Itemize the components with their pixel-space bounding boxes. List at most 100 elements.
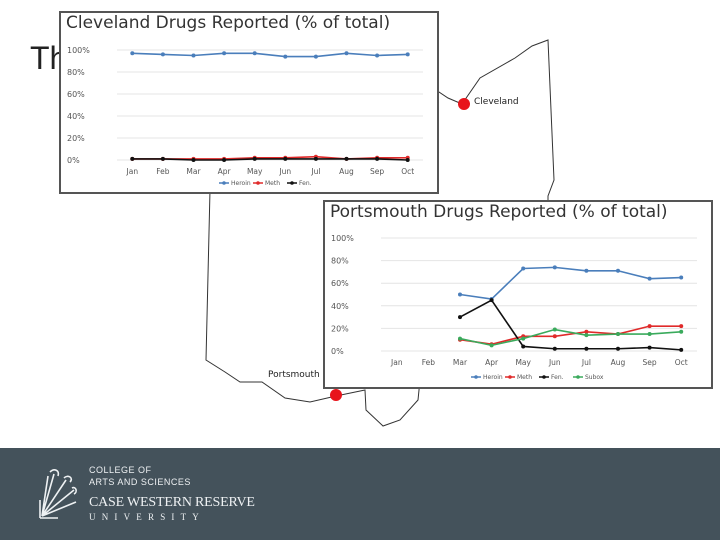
portsmouth-series-meth-point [647,324,652,329]
state-border [205,39,555,427]
cleveland-legend-label-meth: Meth [265,180,280,187]
cleveland-y-tick-label: 0% [67,156,80,165]
portsmouth-y-tick-label: 40% [331,302,349,311]
cleveland-series-fen-point [405,158,410,162]
portsmouth-series-subox-point [489,343,494,348]
portsmouth-series-subox-point [458,336,462,341]
portsmouth-series-heroin-point [616,268,620,273]
portsmouth-label: Portsmouth [268,370,320,380]
cleveland-x-tick-label: Jul [310,167,320,176]
cleveland-series-fen-line [132,158,408,161]
portsmouth-x-tick-label: Jul [581,358,591,367]
portsmouth-legend-label-meth: Meth [517,374,532,381]
portsmouth-y-tick-label: 100% [331,234,354,243]
portsmouth-series-meth-point [584,329,589,334]
portsmouth-y-tick-label: 20% [331,324,349,333]
portsmouth-series-subox-point [679,329,684,334]
cleveland-x-tick-label: Oct [401,167,414,176]
portsmouth-legend-marker-subox [576,375,580,379]
portsmouth-chart-panel: Portsmouth Drugs Reported (% of total) 1… [323,200,713,389]
logo-text-college: COLLEGE OF [89,465,152,475]
logo-text-arts: ARTS AND SCIENCES [89,477,191,487]
portsmouth-series-heroin-point [458,292,462,297]
portsmouth-series-subox-point [616,332,620,337]
cleveland-legend-marker-meth [256,181,260,185]
cleveland-legend-marker-fen [290,181,294,185]
cleveland-marker [458,98,470,110]
portsmouth-y-tick-label: 60% [331,279,349,288]
cleveland-y-tick-label: 40% [67,112,85,121]
portsmouth-legend-label-fen: Fen. [551,374,564,381]
cleveland-x-tick-label: Jun [278,167,291,176]
cleveland-series-fen-point [313,156,318,161]
cleveland-x-tick-label: May [247,167,263,176]
cleveland-legend-label-fen: Fen. [299,180,312,187]
portsmouth-series-heroin-point [679,275,684,280]
cleveland-x-tick-label: Aug [339,167,354,176]
portsmouth-y-tick-label: 0% [331,347,344,356]
portsmouth-series-subox-point [584,333,589,338]
cleveland-series-heroin-point [191,53,196,58]
portsmouth-series-fen-point [458,315,462,320]
portsmouth-x-tick-label: May [515,358,531,367]
portsmouth-series-fen-point [647,345,652,350]
cleveland-series-heroin-point [160,52,165,57]
portsmouth-series-fen-point [616,346,620,351]
portsmouth-legend-marker-fen [542,375,546,379]
portsmouth-series-fen-point [521,344,526,349]
portsmouth-x-tick-label: Feb [422,358,436,367]
portsmouth-marker [330,389,342,401]
footer-bar [0,448,720,540]
cleveland-series-fen-point [222,158,227,162]
cleveland-series-fen-point [252,156,257,161]
portsmouth-series-fen-line [459,299,682,351]
portsmouth-series-meth-point [552,334,557,339]
portsmouth-series-fen-point [584,346,589,351]
portsmouth-x-tick-label: Sep [643,358,657,367]
cleveland-chart-title: Cleveland Drugs Reported (% of total) [66,13,391,33]
cleveland-label: Cleveland [474,97,519,107]
cleveland-y-tick-label: 60% [67,90,85,99]
portsmouth-series-fen-point [489,298,494,303]
cleveland-series-fen-point [130,156,135,161]
cleveland-y-tick-label: 100% [67,46,90,55]
cleveland-legend-label-heroin: Heroin [231,180,251,187]
portsmouth-series-meth-line [459,325,682,346]
portsmouth-x-tick-label: Jan [390,358,403,367]
portsmouth-series-subox-point [521,336,526,341]
cleveland-series-heroin-point [375,53,380,58]
cleveland-series-heroin-line [132,52,408,58]
cleveland-series-fen-point [375,156,380,161]
cleveland-series-fen-point [344,156,349,161]
portsmouth-chart: 100% 80% 60% 40% 20% 0% Jan Feb Mar Apr May Jun Jul A… [331,234,697,381]
portsmouth-x-tick-label: Aug [611,358,626,367]
cleveland-series-fen-point [191,158,196,162]
portsmouth-y-tick-label: 80% [331,257,349,266]
cleveland-x-tick-label: Jan [126,167,139,176]
cleveland-x-tick-label: Apr [218,167,232,176]
portsmouth-x-tick-label: Oct [675,358,688,367]
logo-text-cwru: CASE WESTERN RESERVE [89,495,255,510]
portsmouth-series-fen-point [552,346,557,351]
cleveland-y-tick-label: 20% [67,134,85,143]
cleveland-series-heroin-point [405,52,410,57]
cleveland-x-tick-label: Sep [370,167,384,176]
portsmouth-series-meth-point [679,324,684,329]
cleveland-series-heroin-point [344,51,349,56]
cleveland-chart-panel: Cleveland Drugs Reported (% of total) 10… [59,11,439,194]
portsmouth-series-subox-line [459,328,682,347]
portsmouth-series-fen-point [679,347,684,352]
cleveland-series-fen-point [283,156,288,161]
cleveland-legend-marker-heroin [222,181,226,185]
portsmouth-legend-label-subox: Subox [585,374,604,381]
portsmouth-series-heroin-point [647,276,652,281]
portsmouth-x-tick-label: Mar [453,358,468,367]
portsmouth-chart-title: Portsmouth Drugs Reported (% of total) [330,202,668,222]
cleveland-series-heroin-point [313,54,318,59]
portsmouth-legend-marker-heroin [474,375,478,379]
cleveland-x-tick-label: Feb [156,167,170,176]
portsmouth-series-subox-point [552,327,557,332]
cleveland-y-tick-label: 80% [67,68,85,77]
cleveland-series-heroin-point [252,51,257,56]
